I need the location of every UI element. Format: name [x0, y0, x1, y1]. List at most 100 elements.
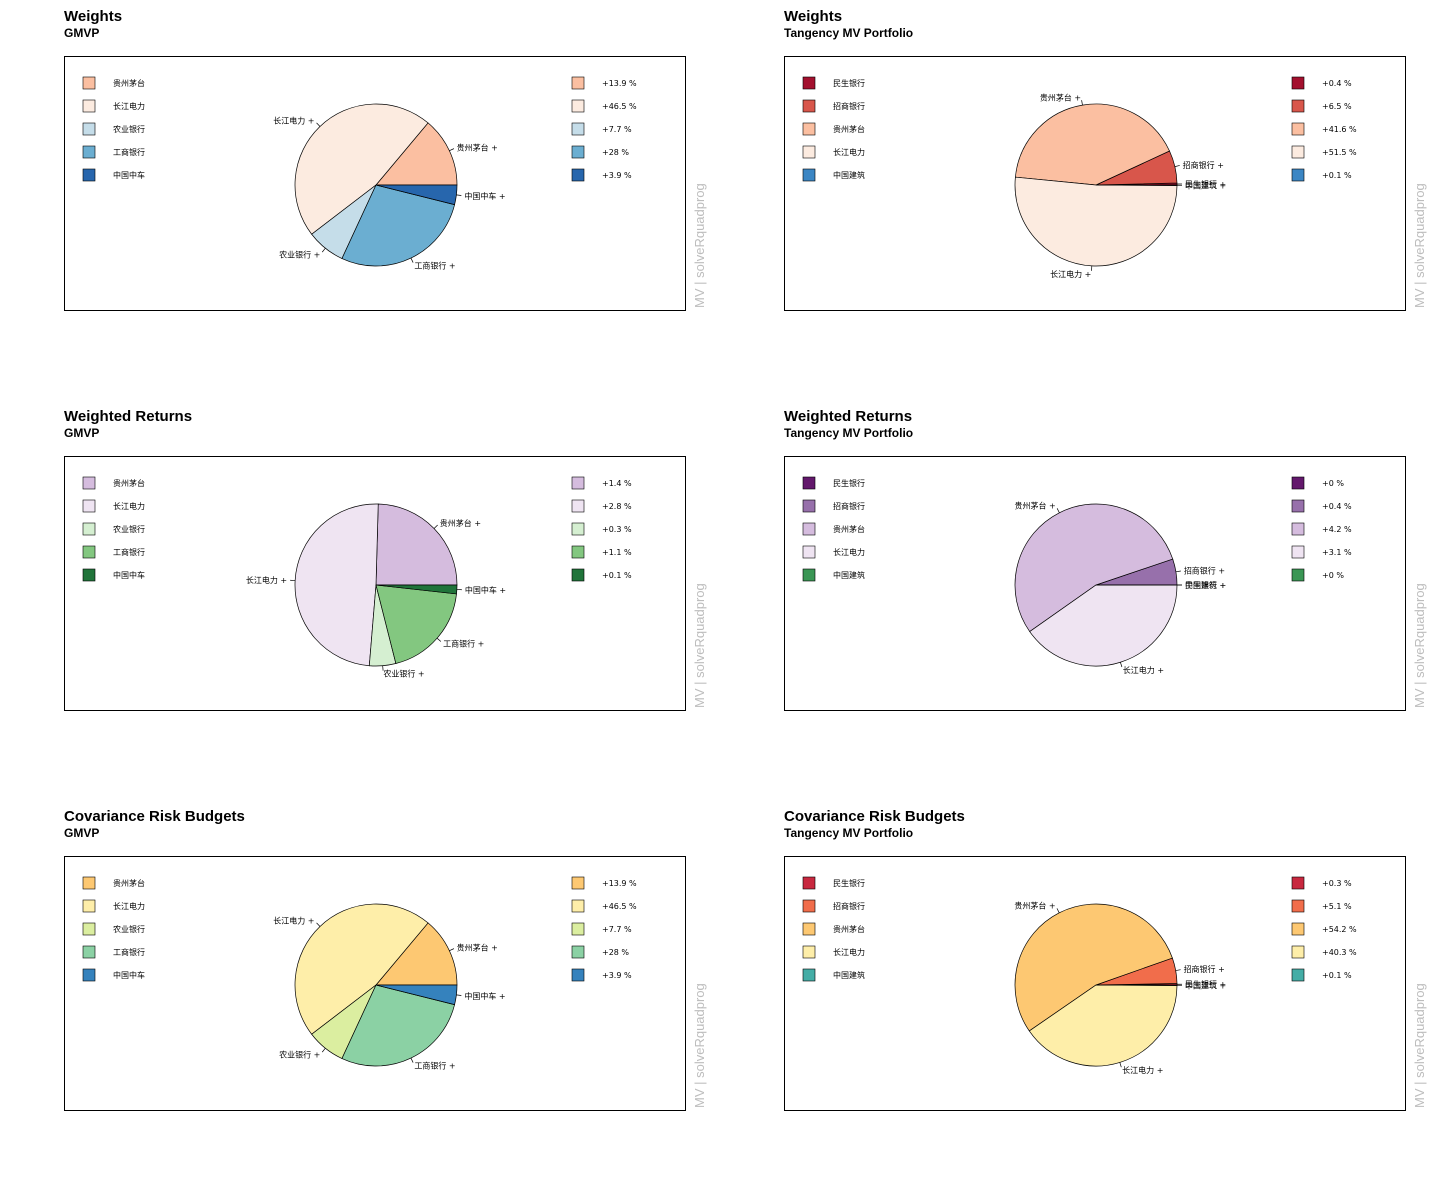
- legend-swatch: [802, 499, 816, 513]
- chart-subtitle: Tangency MV Portfolio: [784, 26, 914, 40]
- pie-slice-label: 招商银行 +: [1184, 964, 1225, 974]
- legend-swatch: [82, 899, 96, 913]
- legend-swatch: [82, 99, 96, 113]
- legend-value-swatch: [571, 145, 585, 159]
- watermark: MV | solveRquadprog: [1412, 583, 1427, 708]
- legend-value: +46.5 %: [602, 902, 637, 911]
- pie-slice-label: 长江电力 +: [273, 916, 314, 926]
- legend-label: 农业银行: [113, 524, 145, 534]
- pie-slice-label: 农业银行 +: [279, 1049, 320, 1059]
- pie-slice-label: 农业银行 +: [279, 249, 320, 259]
- pie-slice: [375, 503, 458, 586]
- pie-slice-label: 贵州茅台 +: [1015, 501, 1056, 511]
- chart-title: Covariance Risk Budgets: [784, 808, 965, 825]
- pie-slice: [375, 584, 457, 664]
- pie-label-tick: [449, 948, 455, 952]
- legend-swatch: [802, 122, 816, 136]
- legend-swatch: [82, 168, 96, 182]
- legend-value-swatch: [571, 545, 585, 559]
- legend-value-swatch: [1291, 522, 1305, 536]
- legend-swatch: [82, 76, 96, 90]
- pie-label-tick: [316, 122, 321, 127]
- pie-slice-label: 中国建筑 +: [1185, 580, 1226, 590]
- legend-value-swatch: [1291, 922, 1305, 936]
- pie-slice: [375, 584, 458, 595]
- plot-area: 贵州茅台 +13.9 % 长江电力 +46.5 % 农业银行 +7.7 % 工商银行 +28 …: [64, 56, 686, 311]
- plot-area: 贵州茅台 +13.9 % 长江电力 +46.5 % 农业银行 +7.7 % 工商银行 +28 …: [64, 856, 686, 1111]
- pie-slice-label: 民生银行 +: [1185, 979, 1226, 989]
- legend-value: +0 %: [1322, 479, 1344, 488]
- legend-value-swatch: [1291, 499, 1305, 513]
- legend-value: +0.1 %: [602, 571, 632, 580]
- legend-label: 中国建筑: [833, 970, 865, 980]
- chart-panel-risk-budgets-tangency: Covariance Risk Budgets Tangency MV Port…: [784, 808, 1440, 1188]
- legend-swatch: [82, 876, 96, 890]
- legend-value: +1.4 %: [602, 479, 632, 488]
- legend-value-swatch: [1291, 876, 1305, 890]
- legend-swatch: [82, 476, 96, 490]
- pie-label-tick: [410, 1057, 414, 1063]
- pie-slice-label: 长江电力 +: [1122, 1065, 1163, 1075]
- legend-label: 农业银行: [113, 924, 145, 934]
- legend-value: +40.3 %: [1322, 948, 1357, 957]
- pie-slice: [294, 103, 429, 235]
- legend-label: 中国中车: [113, 170, 145, 180]
- legend-label: 民生银行: [833, 878, 865, 888]
- legend-swatch: [82, 522, 96, 536]
- pie-slice: [1014, 903, 1173, 1032]
- legend-value: +3.9 %: [602, 171, 632, 180]
- pie-slice-label: 农业银行 +: [383, 669, 424, 679]
- pie-chart: 贵州茅台 +13.9 % 长江电力 +46.5 % 农业银行 +7.7 % 工商银行 +28 …: [82, 76, 637, 270]
- chart-title: Weights: [784, 8, 843, 25]
- legend-swatch: [802, 522, 816, 536]
- legend-label: 贵州茅台: [833, 924, 865, 934]
- chart-subtitle: GMVP: [64, 826, 100, 840]
- watermark: MV | solveRquadprog: [1412, 183, 1427, 308]
- legend-label: 中国中车: [113, 970, 145, 980]
- plot-area: 民生银行 +0 % 招商银行 +0.4 % 贵州茅台 +4.2 % 长江电力 +3.1 % 中国…: [784, 456, 1406, 711]
- legend-value: +1.1 %: [602, 548, 632, 557]
- legend-label: 招商银行: [833, 501, 865, 511]
- legend-label: 工商银行: [113, 947, 145, 957]
- legend-label: 民生银行: [833, 78, 865, 88]
- legend-value: +0.1 %: [1322, 971, 1352, 980]
- pie-slice-label: 工商银行 +: [443, 638, 484, 648]
- legend-label: 长江电力: [833, 547, 865, 557]
- legend-value: +51.5 %: [1322, 148, 1357, 157]
- pie-label-tick: [436, 637, 442, 642]
- pie-slice: [375, 184, 458, 206]
- pie-slice-label: 中国中车 +: [465, 585, 506, 595]
- legend-value: +0 %: [1322, 571, 1344, 580]
- pie-label-tick: [316, 922, 321, 927]
- pie-chart: 贵州茅台 +1.4 % 长江电力 +2.8 % 农业银行 +0.3 % 工商银行 +1.1 %…: [82, 476, 632, 679]
- plot-area: 民生银行 +0.3 % 招商银行 +5.1 % 贵州茅台 +54.2 % 长江电力 +40.3…: [784, 856, 1406, 1111]
- pie-slice-label: 民生银行 +: [1185, 179, 1226, 189]
- pie-slice-label: 长江电力 +: [273, 116, 314, 126]
- pie-slice: [341, 984, 456, 1067]
- legend-label: 长江电力: [113, 101, 145, 111]
- pie-slice: [1028, 984, 1178, 1067]
- legend-value: +7.7 %: [602, 925, 632, 934]
- pie-label-tick: [456, 994, 462, 996]
- pie-chart: 民生银行 +0 % 招商银行 +0.4 % 贵州茅台 +4.2 % 长江电力 +3.1 % 中国…: [802, 476, 1352, 675]
- legend-swatch: [82, 945, 96, 959]
- legend-label: 长江电力: [833, 147, 865, 157]
- pie-slice-label: 工商银行 +: [414, 1060, 455, 1070]
- legend-value: +4.2 %: [1322, 525, 1352, 534]
- legend-swatch: [82, 568, 96, 582]
- legend-value-swatch: [1291, 968, 1305, 982]
- legend-value-swatch: [571, 99, 585, 113]
- legend-label: 民生银行: [833, 478, 865, 488]
- legend-label: 农业银行: [113, 124, 145, 134]
- pie-slice-label: 招商银行 +: [1183, 160, 1224, 170]
- chart-panel-weights-tangency: Weights Tangency MV Portfolio 民生银行 +0.4 %…: [784, 8, 1440, 388]
- legend-value-swatch: [571, 876, 585, 890]
- pie-slice-label: 民生银行 +: [1185, 580, 1226, 590]
- legend-label: 中国中车: [113, 570, 145, 580]
- legend-value-swatch: [1291, 76, 1305, 90]
- legend-value-swatch: [571, 568, 585, 582]
- legend-value: +13.9 %: [602, 879, 637, 888]
- chart-panel-weighted-returns-gmvp: Weighted Returns GMVP 贵州茅台 +1.4 % 长江电力 +2.8…: [64, 408, 764, 788]
- chart-title: Weighted Returns: [64, 408, 193, 425]
- pie-label-tick: [1174, 165, 1180, 167]
